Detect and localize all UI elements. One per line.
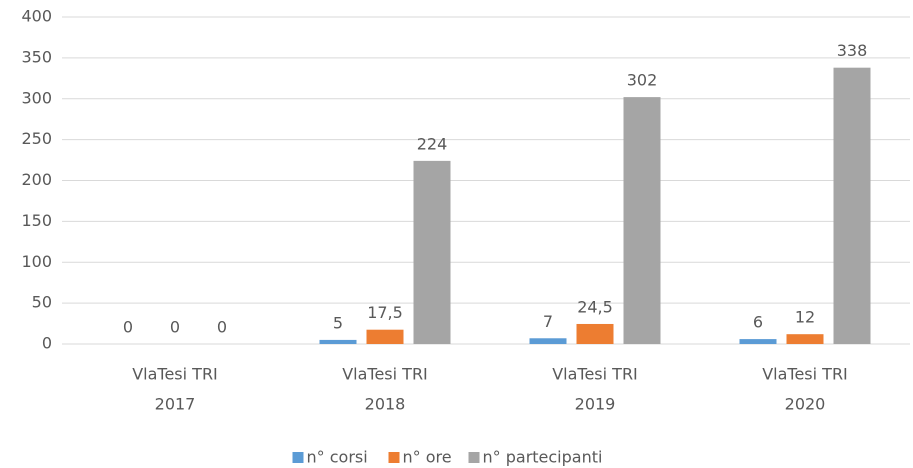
y-tick-label: 350 — [21, 47, 52, 66]
data-label: 0 — [123, 318, 133, 337]
y-tick-label: 250 — [21, 129, 52, 148]
bar — [529, 338, 567, 344]
x-tick-label: VlaTesi TRI — [132, 365, 218, 384]
x-tick-label: 2020 — [785, 395, 826, 414]
bar — [319, 339, 357, 344]
bar — [576, 323, 614, 344]
legend-label: n° ore — [403, 448, 452, 467]
data-label: 0 — [217, 318, 227, 337]
x-tick-label: VlaTesi TRI — [552, 365, 638, 384]
data-label: 224 — [417, 134, 448, 153]
data-label: 17,5 — [367, 303, 403, 322]
legend-label: n° partecipanti — [483, 448, 603, 467]
x-tick-label: 2017 — [155, 395, 196, 414]
bar — [623, 97, 661, 345]
y-tick-label: 0 — [42, 334, 52, 353]
x-tick-label: VlaTesi TRI — [762, 365, 848, 384]
data-label: 302 — [627, 71, 658, 90]
data-label: 338 — [837, 41, 868, 60]
x-tick-label: VlaTesi TRI — [342, 365, 428, 384]
data-label: 5 — [333, 313, 343, 332]
bar — [739, 339, 777, 344]
y-tick-label: 200 — [21, 170, 52, 189]
legend-swatch — [468, 452, 480, 463]
bar — [366, 329, 404, 344]
legend-swatch — [292, 452, 304, 463]
data-label: 6 — [753, 313, 763, 332]
y-tick-label: 100 — [21, 252, 52, 271]
data-label: 24,5 — [577, 297, 613, 316]
data-label: 7 — [543, 312, 553, 331]
x-tick-label: 2018 — [365, 395, 406, 414]
legend-label: n° corsi — [307, 448, 368, 467]
data-label: 12 — [795, 308, 815, 327]
y-tick-label: 300 — [21, 88, 52, 107]
y-tick-label: 150 — [21, 211, 52, 230]
y-tick-label: 400 — [21, 7, 52, 26]
bar — [413, 160, 451, 344]
y-tick-label: 50 — [32, 293, 52, 312]
legend-swatch — [388, 452, 400, 463]
data-label: 0 — [170, 318, 180, 337]
x-tick-label: 2019 — [575, 395, 616, 414]
bar — [833, 67, 871, 344]
bar — [786, 334, 824, 344]
